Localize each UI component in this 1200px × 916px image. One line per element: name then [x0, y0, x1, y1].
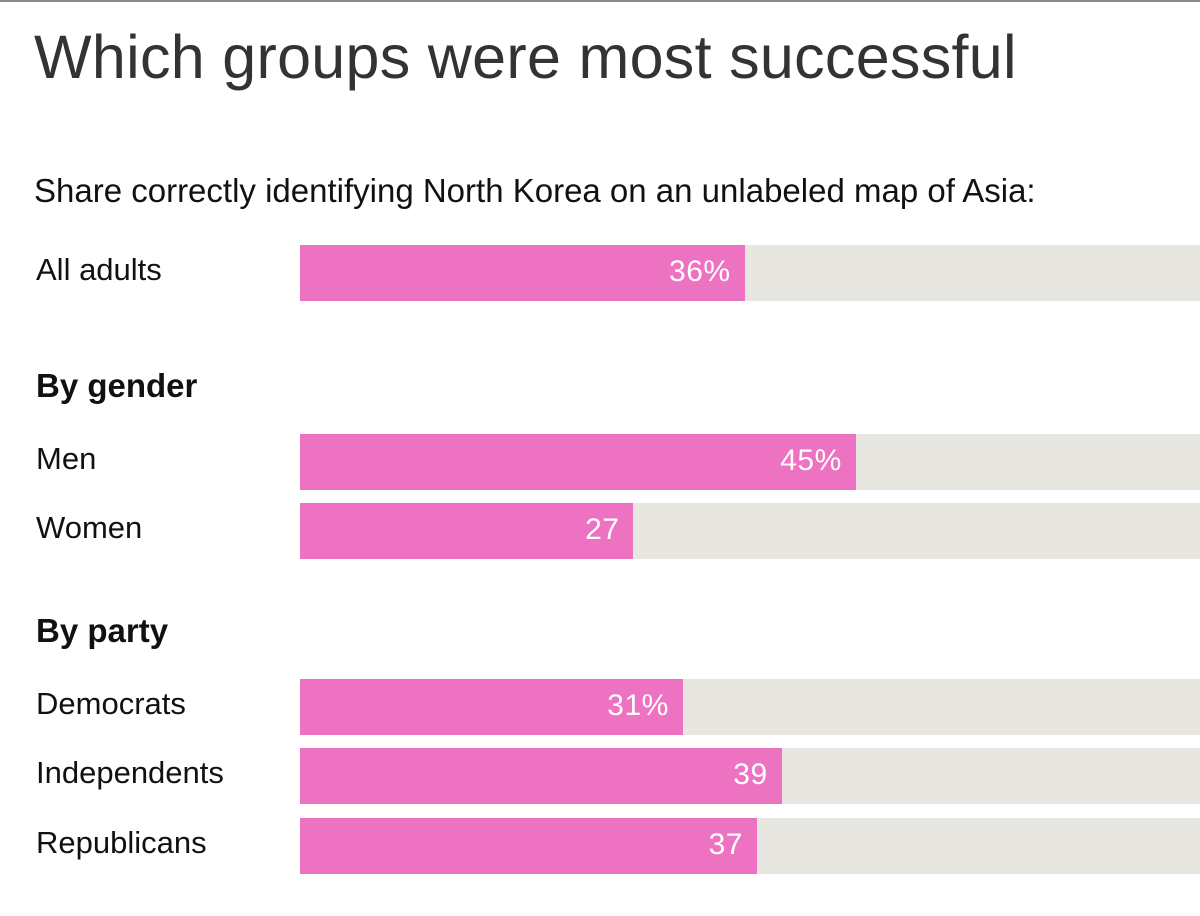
bar-row-independents: Independents 39 [0, 748, 1200, 804]
bar-value-label: 27 [585, 513, 620, 546]
bar-value-label: 37 [708, 828, 743, 861]
bar-track: 37 [300, 818, 1200, 874]
bar-category-label: Men [36, 441, 97, 476]
bar-track: 36% [300, 245, 1200, 301]
group-heading-gender: By gender [36, 367, 198, 404]
bar: 36% [300, 245, 745, 301]
bar-category-label: Democrats [36, 686, 186, 721]
bar-track: 27 [300, 503, 1200, 559]
group-heading-party: By party [36, 612, 169, 649]
bar-value-label: 45% [780, 444, 842, 477]
bar-row-democrats: Democrats 31% [0, 679, 1200, 735]
bar-value-label: 31% [607, 689, 669, 722]
bar-row-men: Men 45% [0, 434, 1200, 490]
bar-track: 39 [300, 748, 1200, 804]
bar-row-women: Women 27 [0, 503, 1200, 559]
chart-subtitle: Share correctly identifying North Korea … [34, 172, 1036, 209]
bar: 31% [300, 679, 683, 735]
bar-category-label: Women [36, 510, 143, 545]
top-rule [0, 0, 1200, 2]
bar: 39 [300, 748, 782, 804]
bar: 37 [300, 818, 757, 874]
bar-track: 31% [300, 679, 1200, 735]
bar-category-label: Republicans [36, 825, 207, 860]
bar-track: 45% [300, 434, 1200, 490]
bar-row-all-adults: All adults 36% [0, 245, 1200, 301]
bar-value-label: 39 [733, 758, 768, 791]
chart-title: Which groups were most successful [34, 23, 1017, 91]
bar-row-republicans: Republicans 37 [0, 818, 1200, 874]
bar: 45% [300, 434, 856, 490]
bar: 27 [300, 503, 634, 559]
bar-category-label: All adults [36, 252, 162, 287]
bar-category-label: Independents [36, 755, 224, 790]
bar-value-label: 36% [669, 255, 731, 288]
